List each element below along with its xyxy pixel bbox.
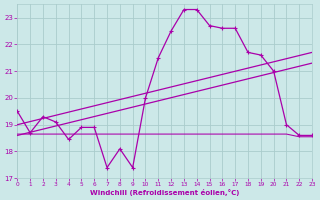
X-axis label: Windchill (Refroidissement éolien,°C): Windchill (Refroidissement éolien,°C) (90, 189, 239, 196)
